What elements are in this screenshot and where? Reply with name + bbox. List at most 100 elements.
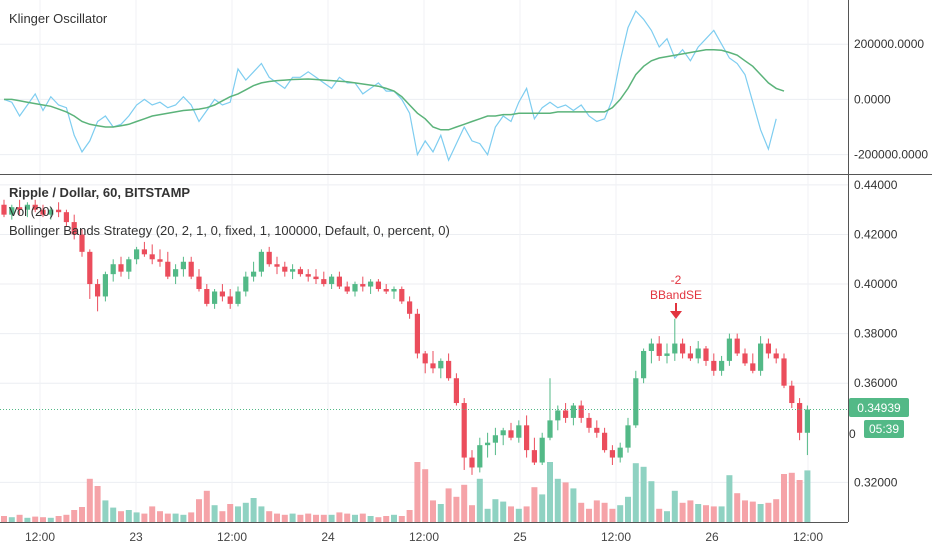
volume-bar (266, 511, 273, 522)
volume-bar (671, 490, 678, 522)
candle-body (485, 442, 491, 446)
strategy-legend[interactable]: Bollinger Bands Strategy (20, 2, 1, 0, f… (9, 223, 450, 238)
time-tick-label: 26 (705, 530, 719, 544)
candle-body (664, 353, 670, 356)
candle-body (305, 274, 311, 277)
candle-body (383, 289, 389, 292)
volume-bar (492, 499, 499, 522)
oscillator-lines (3, 9, 785, 162)
countdown-tag-text: 05:39 (869, 422, 899, 436)
volume-bar (632, 463, 639, 522)
candle-body (24, 204, 30, 210)
candle-body (79, 234, 85, 252)
volume-bar (242, 502, 249, 522)
volume-bar (734, 493, 741, 522)
candle-body (719, 360, 725, 371)
volume-bar (367, 516, 374, 522)
volume-bar (554, 478, 561, 522)
candle-body (134, 249, 140, 260)
candle-body (656, 343, 662, 356)
price-gridlines (0, 0, 848, 522)
signal-qty-label: -2 (671, 273, 682, 287)
volume-bar (562, 482, 569, 522)
candle-body (321, 279, 327, 285)
volume-bar (79, 507, 85, 522)
candle-body (711, 360, 717, 371)
candle-body (438, 360, 444, 369)
volume-bar (344, 513, 351, 522)
volume-bar (648, 481, 655, 522)
oscillator-axis[interactable]: 200000.0000 0.0000 -200000.0000 (854, 37, 928, 161)
volume-bar (749, 501, 756, 522)
candle-body (602, 432, 608, 451)
volume-bar (703, 505, 709, 522)
volume-bar (469, 505, 475, 522)
candle-body (118, 264, 124, 272)
volume-bar (523, 506, 530, 522)
volume-bar (453, 496, 460, 522)
volume-bar (578, 502, 585, 522)
candle-body (63, 212, 69, 223)
candle-body (477, 445, 483, 468)
volume-bar (617, 505, 624, 522)
volume-bars (1, 462, 811, 522)
candle-body (188, 261, 194, 277)
candle-body (219, 291, 225, 297)
time-axis[interactable]: 12:00 23 12:00 24 12:00 25 12:00 26 12:00 (25, 530, 823, 544)
volume-bar (695, 504, 702, 522)
candle-body (56, 209, 62, 213)
volume-bar (593, 500, 600, 522)
volume-legend[interactable]: Vol (20) (9, 204, 54, 219)
candle-body (516, 425, 522, 438)
volume-bar (16, 514, 23, 522)
candle-body (212, 291, 218, 304)
candle-body (742, 353, 748, 364)
volume-bar (500, 501, 507, 522)
volume-bar (391, 514, 397, 522)
volume-bar (157, 511, 163, 522)
volume-bar (320, 514, 327, 522)
volume-bar (609, 508, 616, 522)
candle-body (141, 249, 147, 255)
signal-arrow-head-icon (670, 311, 682, 319)
candle-body (687, 353, 693, 359)
volume-bar (547, 462, 553, 522)
candle-body (648, 343, 654, 351)
price-axis[interactable]: 0.44000 0.42000 0.40000 0.38000 0.36000 0.320… (854, 178, 898, 489)
volume-bar (796, 480, 803, 522)
oscillator-title[interactable]: Klinger Oscillator (9, 11, 108, 26)
price-tick-label: 0.36000 (854, 376, 898, 390)
candle-body (17, 207, 23, 210)
candle-body (297, 269, 303, 275)
volume-bar (24, 517, 31, 522)
volume-bar (235, 506, 241, 522)
candle-body (87, 251, 93, 285)
symbol-title[interactable]: Ripple / Dollar, 60, BITSTAMP (9, 185, 190, 200)
candle-body (368, 281, 374, 287)
volume-bar (203, 490, 210, 522)
volume-bar (742, 500, 748, 522)
volume-bar (531, 487, 538, 522)
candle-body (500, 430, 506, 436)
volume-bar (110, 507, 117, 522)
candle-body (282, 266, 288, 272)
volume-bar (773, 499, 780, 522)
volume-bar (359, 513, 366, 522)
candle-body (71, 222, 77, 235)
volume-bar (102, 500, 109, 522)
time-tick-label: 12:00 (793, 530, 823, 544)
volume-bar (172, 513, 179, 522)
volume-bar (63, 514, 70, 522)
volume-bar (656, 508, 663, 522)
price-tick-label: 0.40000 (854, 277, 898, 291)
candle-body (492, 435, 498, 443)
volume-bar (437, 504, 444, 522)
volume-bar (664, 511, 670, 522)
candle-body (508, 430, 514, 438)
candle-body (414, 313, 420, 354)
volume-bar (515, 508, 522, 522)
volume-bar (133, 512, 140, 522)
candle-body (804, 409, 810, 433)
volume-bar (297, 514, 304, 522)
candle-body (750, 363, 756, 371)
